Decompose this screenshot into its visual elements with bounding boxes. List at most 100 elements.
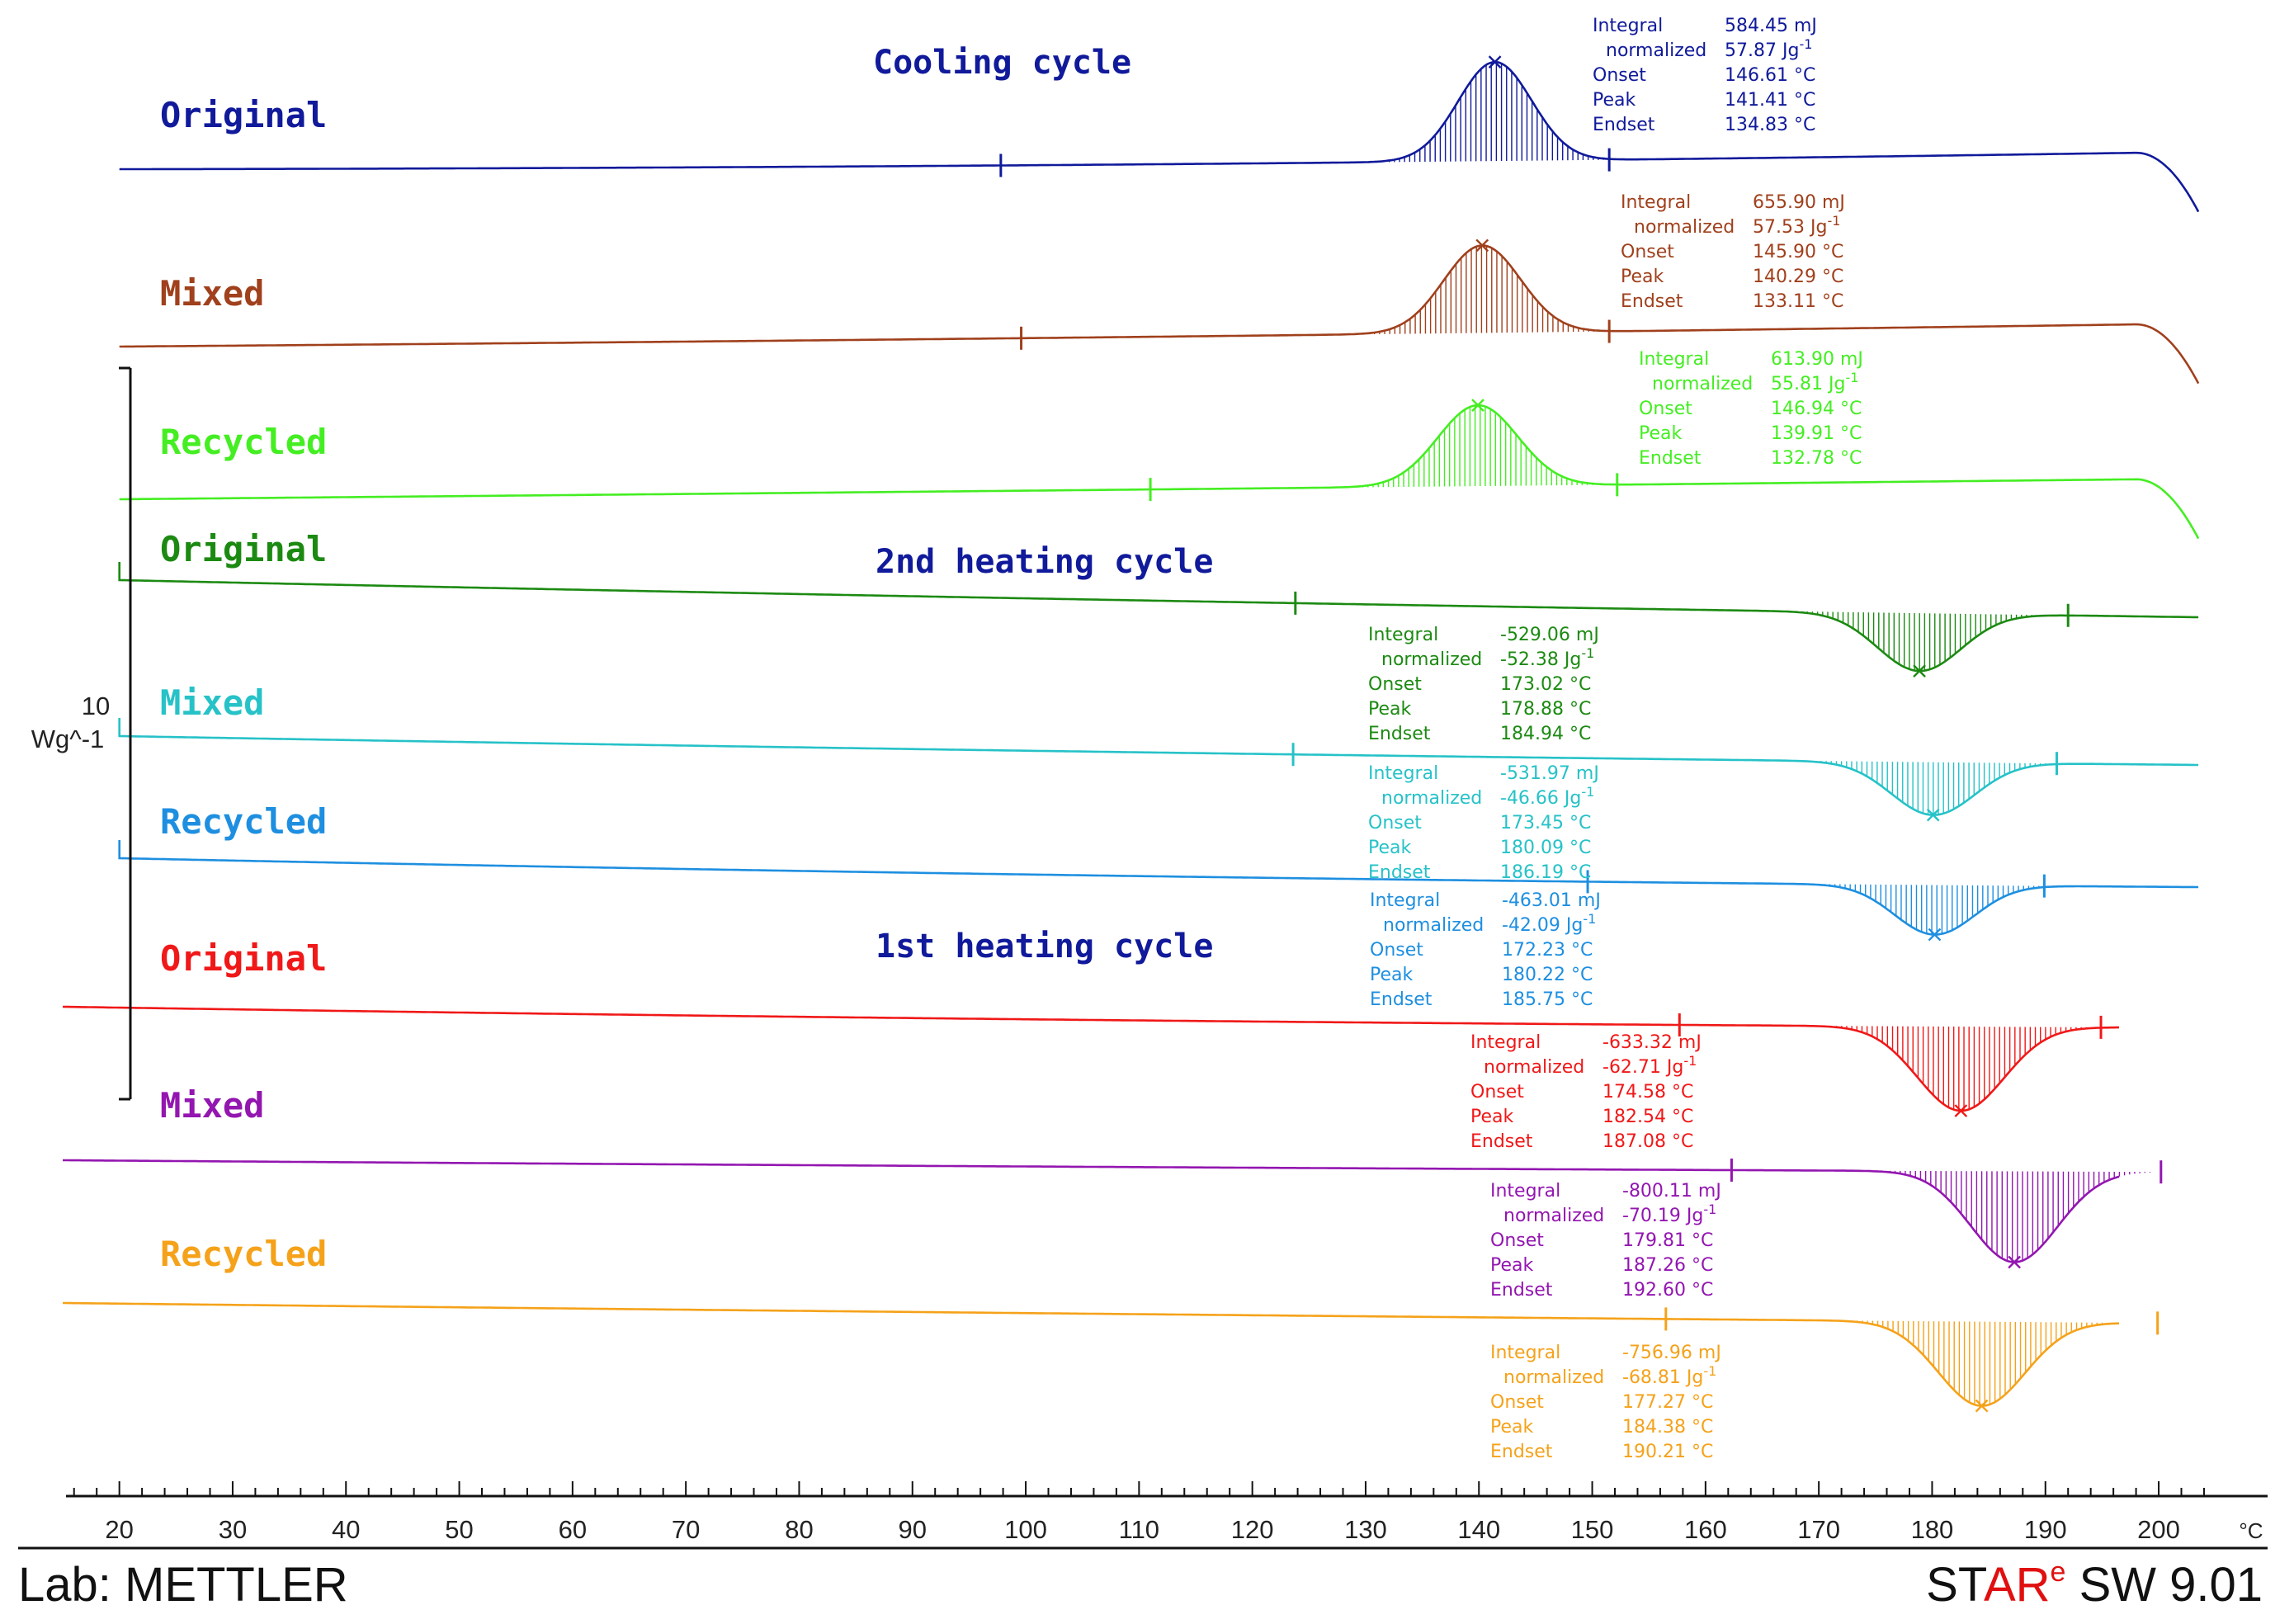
annotation-key: Integral (1368, 625, 1438, 645)
peak-marker-layer (999, 55, 2163, 1413)
series-curve (119, 404, 2200, 540)
annotation-value: 139.91 °C (1771, 423, 1862, 444)
annotation-key: Integral (1370, 890, 1440, 911)
cycle-label-1st-heating: 1st heating cycle (876, 928, 1213, 965)
brand-e: e (2051, 1556, 2066, 1588)
annotation-value: 132.78 °C (1771, 448, 1862, 469)
series-label: Mixed (160, 682, 264, 723)
annotation-value: 146.61 °C (1725, 65, 1815, 86)
peak-marker (1471, 399, 1484, 412)
annotation-value: 613.90 mJ (1771, 349, 1863, 370)
annotation-value: 145.90 °C (1753, 242, 1843, 262)
annotation-key: Onset (1490, 1230, 1544, 1251)
brand-version: SW 9.01 (2065, 1558, 2263, 1612)
annotation-key: Peak (1490, 1417, 1533, 1438)
annotation-key: Integral (1470, 1032, 1541, 1053)
x-tick-label: 90 (899, 1515, 927, 1544)
series-curve (118, 562, 2199, 673)
series-label: Recycled (160, 801, 327, 842)
annotation-value: 186.19 °C (1500, 862, 1591, 883)
series-label: Original (160, 95, 327, 135)
annotation-value: 173.45 °C (1500, 813, 1591, 833)
x-tick-label: 30 (219, 1515, 247, 1544)
annotation-key: Onset (1470, 1082, 1524, 1102)
annotation-key: Onset (1639, 399, 1692, 419)
series-curve (119, 60, 2200, 213)
annotation-value: 180.09 °C (1500, 838, 1591, 858)
series-curve (63, 1301, 2120, 1407)
curves-layer (62, 60, 2200, 1407)
annotation-key: Endset (1621, 291, 1683, 312)
annotation-value: 55.81 Jg-1 (1771, 370, 1858, 394)
x-tick-label: 190 (2024, 1515, 2067, 1544)
annotation-value: 192.60 °C (1622, 1280, 1713, 1301)
annotation-key: normalized (1383, 915, 1484, 936)
annotation-key: Integral (1368, 763, 1438, 784)
scale-bar-value: 10 (82, 692, 110, 720)
annotation-key: Endset (1593, 115, 1655, 135)
annotation-key: Onset (1621, 242, 1674, 262)
annotation-key: Peak (1368, 838, 1411, 858)
peak-marker (1475, 238, 1489, 253)
annotation-value: -68.81 Jg-1 (1622, 1363, 1716, 1388)
peak-marker (1975, 1399, 1989, 1413)
annotation-key: Peak (1621, 267, 1664, 287)
scale-bar: 10 Wg^-1 (31, 366, 132, 1101)
annotation-key: Onset (1370, 940, 1423, 961)
annotation-key: normalized (1503, 1367, 1604, 1388)
annotation-key: Integral (1639, 349, 1709, 370)
series-curve (119, 244, 2200, 385)
x-tick-label: 160 (1684, 1515, 1727, 1544)
annotation-value: 655.90 mJ (1753, 192, 1845, 213)
annotation-value: 184.38 °C (1622, 1417, 1713, 1438)
annotation-key: Peak (1370, 965, 1413, 985)
scale-bar-unit: Wg^-1 (31, 725, 105, 753)
annotation-value: 182.54 °C (1602, 1107, 1693, 1127)
annotation-value: -633.32 mJ (1602, 1032, 1702, 1053)
x-tick-label: 100 (1004, 1515, 1047, 1544)
annotation-key: Onset (1490, 1392, 1544, 1413)
annotation-key: Peak (1490, 1255, 1533, 1276)
annotation-key: Endset (1368, 724, 1431, 744)
annotation-value: 57.87 Jg-1 (1725, 36, 1812, 61)
x-tick-label: 20 (105, 1515, 133, 1544)
annotation-value: -531.97 mJ (1500, 763, 1599, 784)
x-tick-label: 80 (785, 1515, 813, 1544)
annotation-value: 178.88 °C (1500, 699, 1591, 720)
series-curve (63, 1159, 2120, 1263)
x-axis: 20 30 40 50 60 70 80 90 100 110 120 130 140 150 160 170… (66, 1481, 2268, 1544)
annotation-key: Endset (1368, 862, 1431, 883)
annotation-key: Integral (1593, 16, 1663, 36)
x-tick-label: 150 (1571, 1515, 1614, 1544)
annotation-key: Endset (1470, 1131, 1533, 1152)
series-label: Original (160, 938, 327, 979)
annotation-value: 187.08 °C (1602, 1131, 1693, 1152)
annotation-key: Endset (1490, 1442, 1553, 1462)
annotation-key: normalized (1652, 374, 1753, 394)
annotation-key: Onset (1593, 65, 1646, 86)
annotation-key: normalized (1503, 1206, 1604, 1226)
annotation-value: 187.26 °C (1622, 1255, 1713, 1276)
annotation-value: 173.02 °C (1500, 674, 1591, 695)
annotation-key: normalized (1606, 40, 1706, 61)
peak-hatch-layer (1352, 62, 2151, 1406)
annotation-value: 180.22 °C (1502, 965, 1593, 985)
footer-lab: Lab: METTLER (18, 1558, 348, 1612)
series-curve (62, 1005, 2119, 1112)
peak-marker (1954, 1104, 1968, 1117)
series-label: Mixed (160, 273, 264, 314)
annotation-value: -800.11 mJ (1622, 1181, 1721, 1201)
annotation-value: -70.19 Jg-1 (1622, 1201, 1716, 1226)
annotation-key: normalized (1634, 217, 1735, 238)
x-tick-label: 110 (1119, 1515, 1159, 1544)
annotation-key: Integral (1490, 1181, 1560, 1201)
annotation-value: 141.41 °C (1725, 90, 1815, 111)
x-axis-unit: °C (2239, 1518, 2263, 1543)
series-label: Mixed (160, 1085, 264, 1126)
annotation-key: Integral (1621, 192, 1691, 213)
annotation-key: normalized (1484, 1057, 1584, 1078)
annotation-key: Endset (1370, 989, 1433, 1010)
x-tick-label: 180 (1911, 1515, 1954, 1544)
annotation-value: 584.45 mJ (1725, 16, 1817, 36)
